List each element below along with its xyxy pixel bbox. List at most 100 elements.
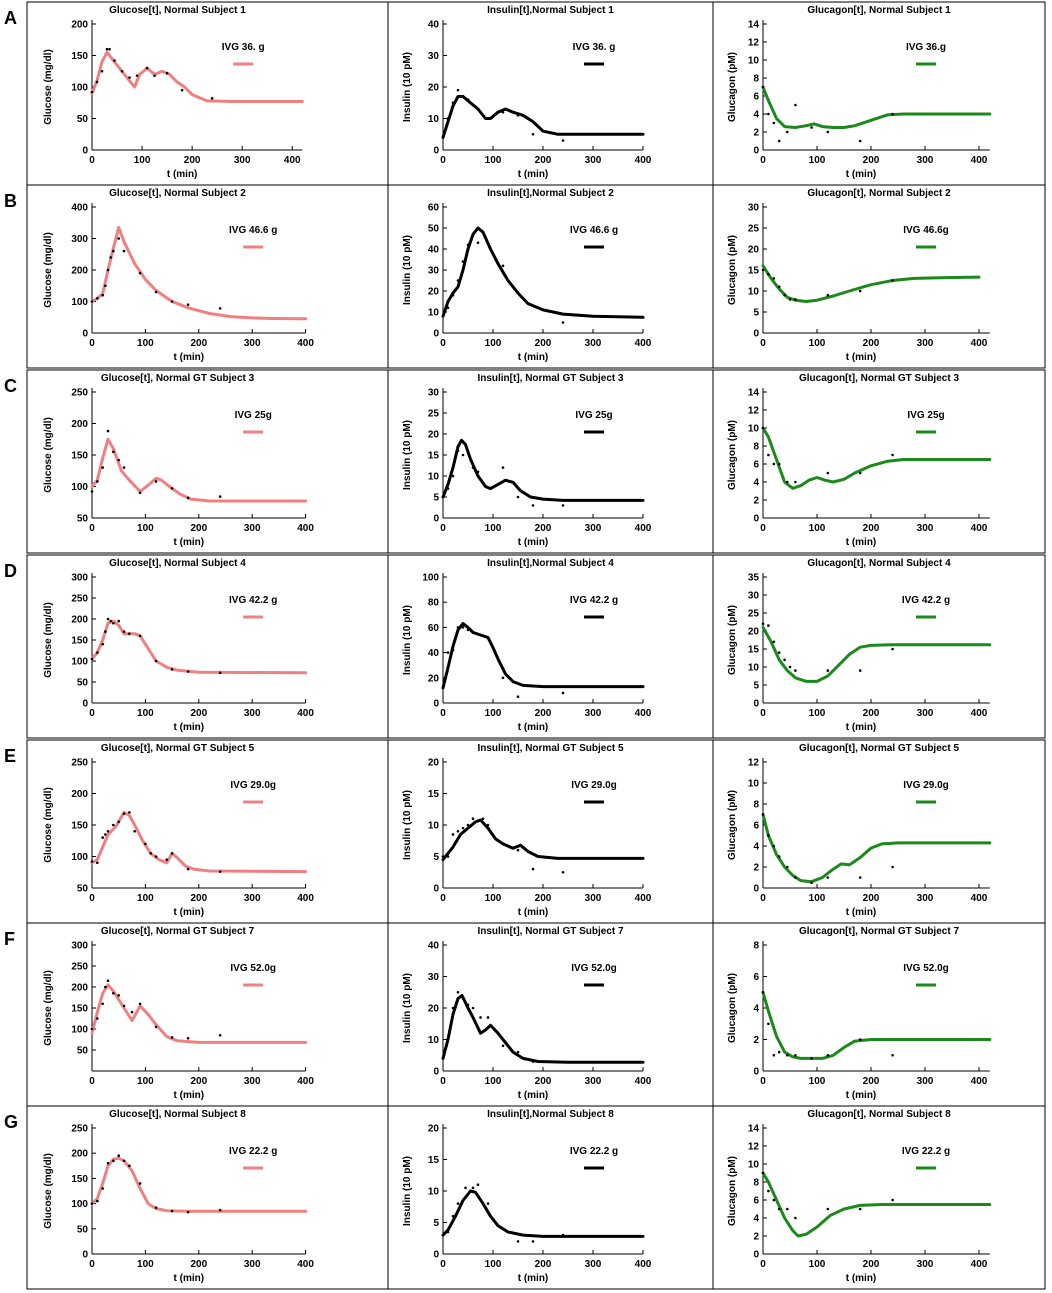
- x-tick-label: 400: [635, 708, 652, 719]
- y-tick-label: 100: [71, 1025, 88, 1036]
- x-tick-label: 0: [89, 523, 95, 534]
- y-tick-label: 10: [428, 308, 440, 319]
- data-point: [794, 298, 797, 301]
- x-tick-label: 300: [585, 1259, 602, 1270]
- data-point: [186, 1210, 190, 1214]
- data-point: [451, 1006, 455, 1010]
- chart-G-3: Glucagon[t], Normal Subject 8 0 2 4 6 8 10 12 14…: [727, 1109, 992, 1284]
- data-point: [96, 297, 99, 300]
- data-point: [170, 487, 174, 490]
- data-point: [531, 1240, 535, 1243]
- data-point: [138, 491, 142, 495]
- data-point: [471, 1006, 475, 1010]
- data-point: [826, 471, 830, 475]
- chart-title: Glucagon[t], Normal Subject 2: [807, 188, 951, 199]
- data-point: [446, 117, 450, 120]
- y-tick-label: 25: [428, 409, 440, 420]
- model-curve: [761, 426, 992, 490]
- legend-label: IVG 29.0g: [571, 780, 617, 791]
- y-axis-label: Glucose (mg/dl): [43, 970, 54, 1046]
- x-tick-label: 300: [244, 1259, 261, 1270]
- y-tick-label: 250: [71, 388, 88, 399]
- model-curve: [441, 438, 645, 502]
- y-axis-label: Insulin (10 pM): [402, 420, 413, 490]
- data-point: [149, 852, 153, 855]
- data-point: [486, 1016, 490, 1019]
- chart-title: Insulin[t], Normal GT Subject 7: [477, 926, 624, 937]
- data-point: [810, 1057, 813, 1060]
- data-point: [90, 300, 94, 303]
- model-curve: [441, 993, 645, 1064]
- data-point: [788, 665, 792, 669]
- data-point: [501, 466, 505, 469]
- x-axis-label: t (min): [174, 1273, 205, 1284]
- y-axis-label: Glucose (mg/dl): [43, 232, 54, 308]
- x-tick-label: 0: [760, 1076, 766, 1087]
- legend-label: IVG 29.0g: [903, 780, 949, 791]
- y-axis-label: Glucagon (pM): [727, 1156, 738, 1226]
- y-tick-label: 100: [71, 482, 88, 493]
- x-tick-label: 200: [863, 893, 880, 904]
- model-curve: [441, 818, 645, 862]
- y-axis-label: Glucagon (pM): [727, 420, 738, 490]
- data-point: [128, 1164, 131, 1168]
- model-curve: [761, 990, 992, 1060]
- x-tick-label: 100: [809, 523, 826, 534]
- data-point: [826, 1053, 830, 1057]
- legend-label: IVG 36. g: [222, 42, 265, 53]
- x-axis-label: t (min): [174, 722, 205, 733]
- y-tick-label: 30: [748, 591, 760, 602]
- model-curve: [441, 95, 645, 139]
- y-tick-label: 2: [753, 863, 759, 874]
- legend-label: IVG 52.0g: [571, 963, 617, 974]
- chart-title: Insulin[t],Normal Subject 2: [487, 188, 614, 199]
- data-point: [471, 466, 475, 469]
- y-tick-label: 100: [71, 1199, 88, 1210]
- x-tick-label: 300: [585, 708, 602, 719]
- x-axis-label: t (min): [846, 722, 877, 733]
- y-tick-label: 12: [748, 758, 760, 769]
- x-tick-label: 300: [585, 1076, 602, 1087]
- data-point: [777, 285, 781, 289]
- y-tick-label: 15: [428, 789, 440, 800]
- y-tick-label: 30: [428, 51, 440, 62]
- data-point: [100, 69, 104, 73]
- data-point: [154, 480, 158, 483]
- y-axis-label: Glucagon (pM): [727, 973, 738, 1043]
- data-point: [794, 1216, 797, 1220]
- chart-D-1: Glucose[t], Normal Subject 4 0 50 100 150 200…: [43, 558, 314, 733]
- y-tick-label: 14: [748, 1124, 760, 1135]
- data-point: [170, 1036, 174, 1039]
- data-point: [113, 59, 116, 62]
- y-tick-label: 0: [82, 699, 88, 710]
- x-tick-label: 200: [190, 523, 207, 534]
- y-tick-label: 80: [428, 598, 440, 609]
- y-tick-label: 0: [753, 884, 759, 895]
- y-tick-label: 40: [428, 648, 440, 659]
- y-tick-label: 100: [71, 852, 88, 863]
- x-tick-label: 300: [244, 338, 261, 349]
- data-point: [501, 676, 505, 680]
- data-point: [456, 88, 460, 92]
- x-tick-label: 200: [535, 155, 552, 166]
- y-tick-label: 20: [748, 627, 760, 638]
- data-point: [767, 453, 770, 457]
- y-tick-label: 15: [748, 645, 760, 656]
- y-tick-label: 0: [433, 514, 439, 525]
- data-point: [826, 130, 830, 134]
- x-tick-label: 400: [297, 338, 314, 349]
- y-axis-label: Glucagon (pM): [727, 235, 738, 305]
- y-tick-label: 0: [433, 1250, 439, 1261]
- x-tick-label: 100: [137, 1076, 154, 1087]
- x-tick-label: 0: [89, 338, 95, 349]
- data-point: [101, 1002, 104, 1006]
- data-point: [786, 1207, 789, 1211]
- data-point: [451, 1214, 455, 1218]
- data-point: [516, 1240, 520, 1243]
- x-tick-label: 100: [809, 893, 826, 904]
- data-point: [101, 642, 104, 646]
- data-point: [117, 458, 120, 462]
- x-tick-label: 400: [971, 1259, 988, 1270]
- x-tick-label: 300: [244, 708, 261, 719]
